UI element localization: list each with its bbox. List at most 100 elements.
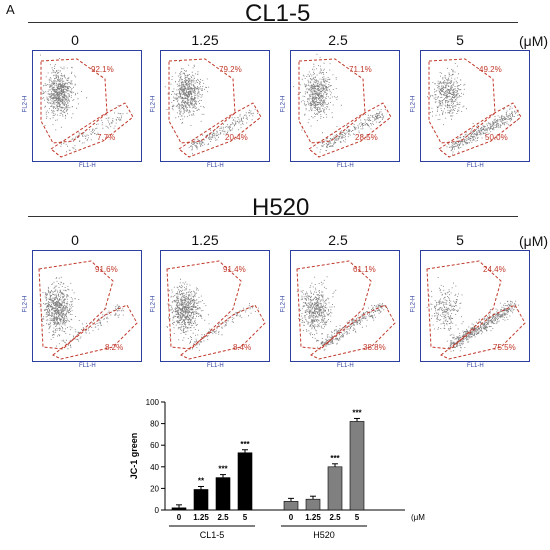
- dot-plot-svg: [296, 260, 396, 360]
- unit-label: (μM): [519, 233, 549, 249]
- upper-gate: [296, 260, 372, 350]
- significance-label: ***: [240, 440, 250, 449]
- y-axis-label: FL2-H: [150, 95, 157, 113]
- dot-plot-svg: [38, 260, 138, 360]
- y-tick-label: 0: [155, 506, 160, 515]
- dot-plot-svg: [293, 53, 392, 158]
- upper-gate-percent: 71.1%: [349, 65, 372, 74]
- y-tick-label: 100: [146, 398, 160, 407]
- dot-plot: 79.2% 20.4% FL1-H FL2-H: [150, 50, 270, 169]
- x-axis-label: FL1-H: [79, 163, 96, 169]
- bar: [349, 421, 365, 511]
- x-axis-label: FL1-H: [207, 163, 224, 169]
- upper-gate-percent: 91.4%: [223, 265, 246, 274]
- conc-label: 5: [456, 232, 464, 248]
- lower-gate: [178, 102, 262, 158]
- upper-gate-percent: 49.2%: [479, 65, 502, 74]
- upper-gate-percent: 92.1%: [91, 65, 114, 74]
- bar: [193, 489, 209, 511]
- upper-gate: [168, 58, 236, 144]
- significance-label: ***: [218, 465, 228, 474]
- lower-gate: [50, 102, 134, 158]
- event-dots: [427, 59, 520, 155]
- dot-plot: 71.1% 28.5% FL1-H FL2-H: [280, 50, 400, 169]
- lower-gate: [438, 102, 522, 158]
- x-axis-label: FL1-H: [467, 363, 484, 369]
- upper-gate: [38, 260, 114, 350]
- x-tick-label: 2.5: [329, 513, 341, 522]
- x-tick-label: 1.25: [305, 513, 321, 522]
- y-axis-label: FL2-H: [280, 295, 287, 313]
- divider: [28, 216, 518, 217]
- lower-gate-percent: 50.0%: [485, 133, 508, 142]
- y-tick-label: 60: [150, 441, 159, 450]
- upper-gate: [426, 260, 502, 350]
- upper-gate-percent: 61.1%: [353, 265, 376, 274]
- y-tick-label: 40: [150, 463, 159, 472]
- unit-label: (μM): [411, 513, 425, 522]
- conc-label: 5: [456, 32, 464, 48]
- cell-line-title-h520: H520: [252, 194, 310, 221]
- jc1-bar-chart: 0 20 40 60 80 100 JC-1 green 0 ** 1.25 *** 2.5 *** 5 C…: [125, 395, 428, 545]
- y-tick-label: 20: [150, 484, 159, 493]
- conc-label: 1.25: [191, 232, 219, 248]
- bar: [305, 498, 321, 511]
- unit-label: (μM): [519, 33, 549, 49]
- x-tick-label: 5: [355, 513, 360, 522]
- lower-gate: [310, 304, 396, 360]
- x-axis-label: FL1-H: [337, 163, 354, 169]
- bar: [283, 501, 299, 511]
- lower-gate-percent: 20.4%: [225, 133, 248, 142]
- dot-plot: 49.2% 50.0% FL1-H FL2-H: [410, 50, 530, 169]
- dot-plot: 61.1% 38.8% FL1-H FL2-H: [280, 250, 400, 369]
- cell-line-title-cl15: CL1-5: [245, 0, 311, 27]
- x-axis-label: FL1-H: [79, 363, 96, 369]
- bar: [327, 466, 343, 511]
- upper-gate: [40, 58, 108, 144]
- lower-gate-percent: 28.5%: [355, 133, 378, 142]
- group-label: H520: [313, 530, 335, 540]
- lower-gate-percent: 75.5%: [493, 343, 516, 352]
- dot-plot-svg: [426, 260, 526, 360]
- dot-plot-svg: [40, 54, 134, 158]
- significance-label: ***: [352, 408, 362, 417]
- lower-gate: [440, 304, 526, 360]
- upper-gate: [166, 260, 242, 350]
- upper-gate-percent: 79.2%: [219, 65, 242, 74]
- y-axis-label: FL2-H: [410, 95, 417, 113]
- bar: [237, 452, 253, 511]
- event-dots: [40, 54, 128, 153]
- lower-gate-percent: 38.8%: [363, 343, 386, 352]
- y-axis-label: FL2-H: [410, 295, 417, 313]
- event-dots: [426, 277, 520, 352]
- upper-gate: [298, 58, 366, 144]
- y-axis-title: JC-1 green: [129, 433, 139, 480]
- y-axis-label: FL2-H: [280, 95, 287, 113]
- y-axis-label: FL2-H: [22, 295, 29, 313]
- dot-plot-svg: [164, 58, 262, 158]
- dot-plot: 91.4% 8.4% FL1-H FL2-H: [150, 250, 270, 369]
- conc-label: 1.25: [191, 32, 219, 48]
- upper-gate-percent: 24.4%: [483, 265, 506, 274]
- upper-gate-percent: 91.6%: [95, 265, 118, 274]
- lower-gate-percent: 8.2%: [105, 343, 124, 352]
- significance-label: ***: [330, 454, 340, 463]
- lower-gate-percent: 7.7%: [97, 133, 116, 142]
- dot-plot-svg: [427, 58, 522, 158]
- panel-letter: A: [6, 2, 15, 17]
- conc-label: 0: [71, 232, 79, 248]
- event-dots: [293, 53, 386, 153]
- y-axis-label: FL2-H: [22, 95, 29, 113]
- x-axis-label: FL1-H: [467, 163, 484, 169]
- x-axis-label: FL1-H: [207, 363, 224, 369]
- y-axis-label: FL2-H: [150, 295, 157, 313]
- conc-label: 0: [71, 32, 79, 48]
- divider: [28, 22, 518, 23]
- x-tick-label: 0: [289, 513, 294, 522]
- y-tick-label: 80: [150, 420, 159, 429]
- bar: [171, 507, 187, 511]
- upper-gate: [428, 58, 496, 144]
- dot-plot: 92.1% 7.7% FL1-H FL2-H: [22, 50, 142, 169]
- lower-gate: [180, 304, 266, 360]
- x-axis-label: FL1-H: [337, 363, 354, 369]
